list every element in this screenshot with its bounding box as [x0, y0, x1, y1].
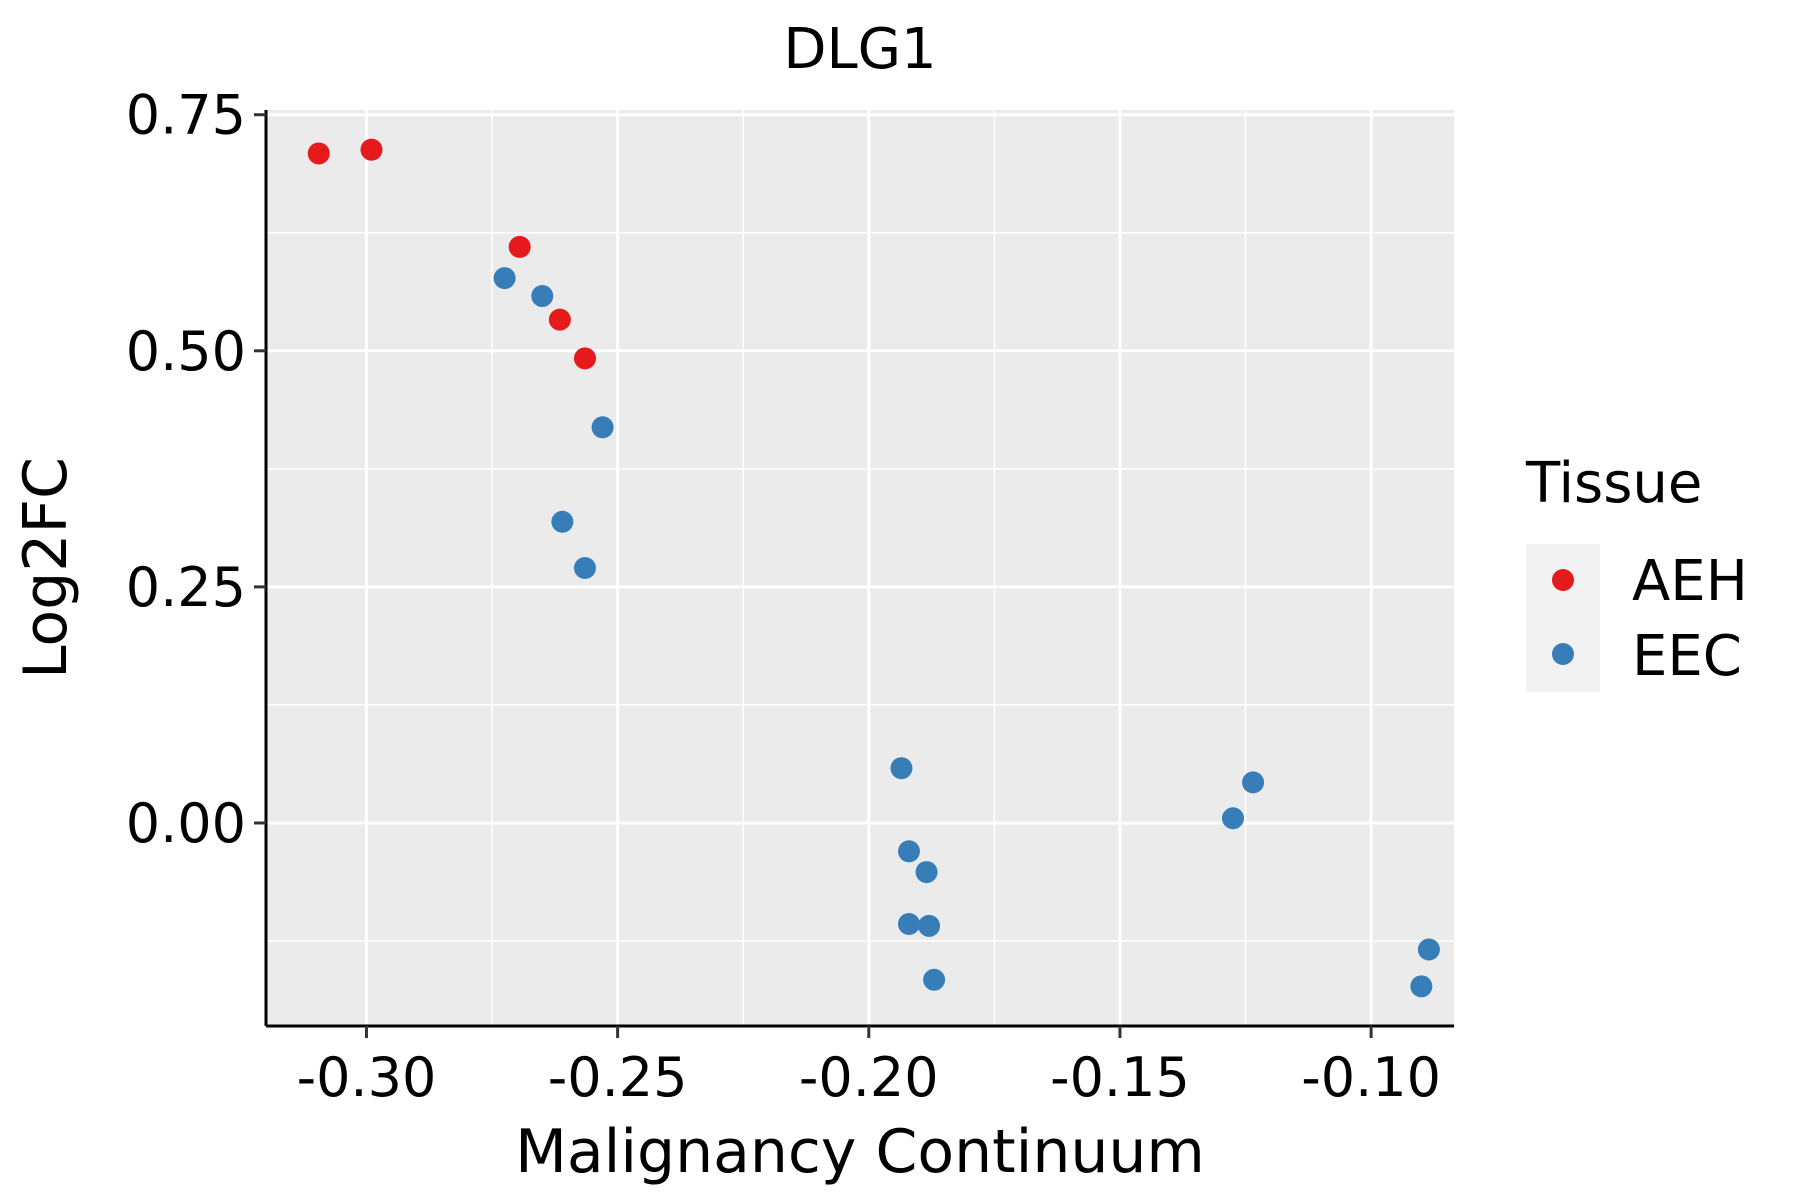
- data-points: [307, 138, 1440, 998]
- point-aeh: [360, 138, 383, 161]
- point-aeh: [548, 308, 571, 331]
- point-eec: [915, 861, 938, 884]
- point-eec: [1417, 938, 1440, 961]
- y-tick-label: 0.50: [126, 320, 246, 383]
- point-aeh: [573, 347, 596, 370]
- legend-label-eec: EEC: [1632, 624, 1742, 689]
- x-tick-label: -0.25: [548, 1046, 688, 1109]
- point-eec: [573, 557, 596, 579]
- legend-title: Tissue: [1525, 451, 1702, 516]
- point-eec: [591, 416, 614, 439]
- point-eec: [531, 285, 554, 308]
- chart-title: DLG1: [783, 17, 936, 82]
- point-eec: [1242, 771, 1265, 794]
- point-eec: [1410, 975, 1433, 998]
- legend-label-aeh: AEH: [1632, 549, 1748, 614]
- point-eec: [918, 914, 941, 937]
- legend-key-eec: [1552, 643, 1574, 665]
- point-eec: [897, 840, 920, 863]
- y-tick-label: 0.75: [126, 84, 246, 147]
- point-eec: [493, 267, 516, 290]
- legend: Tissue AEH EEC: [1525, 451, 1748, 692]
- y-axis-title: Log2FC: [11, 457, 81, 679]
- point-eec: [551, 510, 574, 533]
- point-eec: [897, 913, 920, 936]
- x-tick-label: -0.20: [799, 1046, 939, 1109]
- major-gridlines: [266, 110, 1454, 1026]
- point-eec: [1221, 807, 1244, 830]
- x-axis-title: Malignancy Continuum: [515, 1117, 1205, 1187]
- point-aeh: [508, 235, 531, 258]
- x-axis-ticks: -0.30 -0.25 -0.20 -0.15 -0.10: [297, 1026, 1441, 1109]
- plot-panel: [266, 110, 1454, 1026]
- y-axis-ticks: 0.00 0.25 0.50 0.75: [126, 84, 266, 855]
- point-eec: [923, 968, 946, 991]
- legend-key-aeh: [1552, 569, 1574, 591]
- point-eec: [890, 757, 913, 780]
- legend-key-background: [1526, 544, 1600, 692]
- y-tick-label: 0.00: [126, 792, 246, 855]
- x-tick-label: -0.10: [1301, 1046, 1441, 1109]
- point-aeh: [307, 142, 330, 165]
- x-tick-label: -0.30: [297, 1046, 437, 1109]
- minor-gridlines: [266, 110, 1454, 1026]
- x-tick-label: -0.15: [1050, 1046, 1190, 1109]
- y-tick-label: 0.25: [126, 556, 246, 619]
